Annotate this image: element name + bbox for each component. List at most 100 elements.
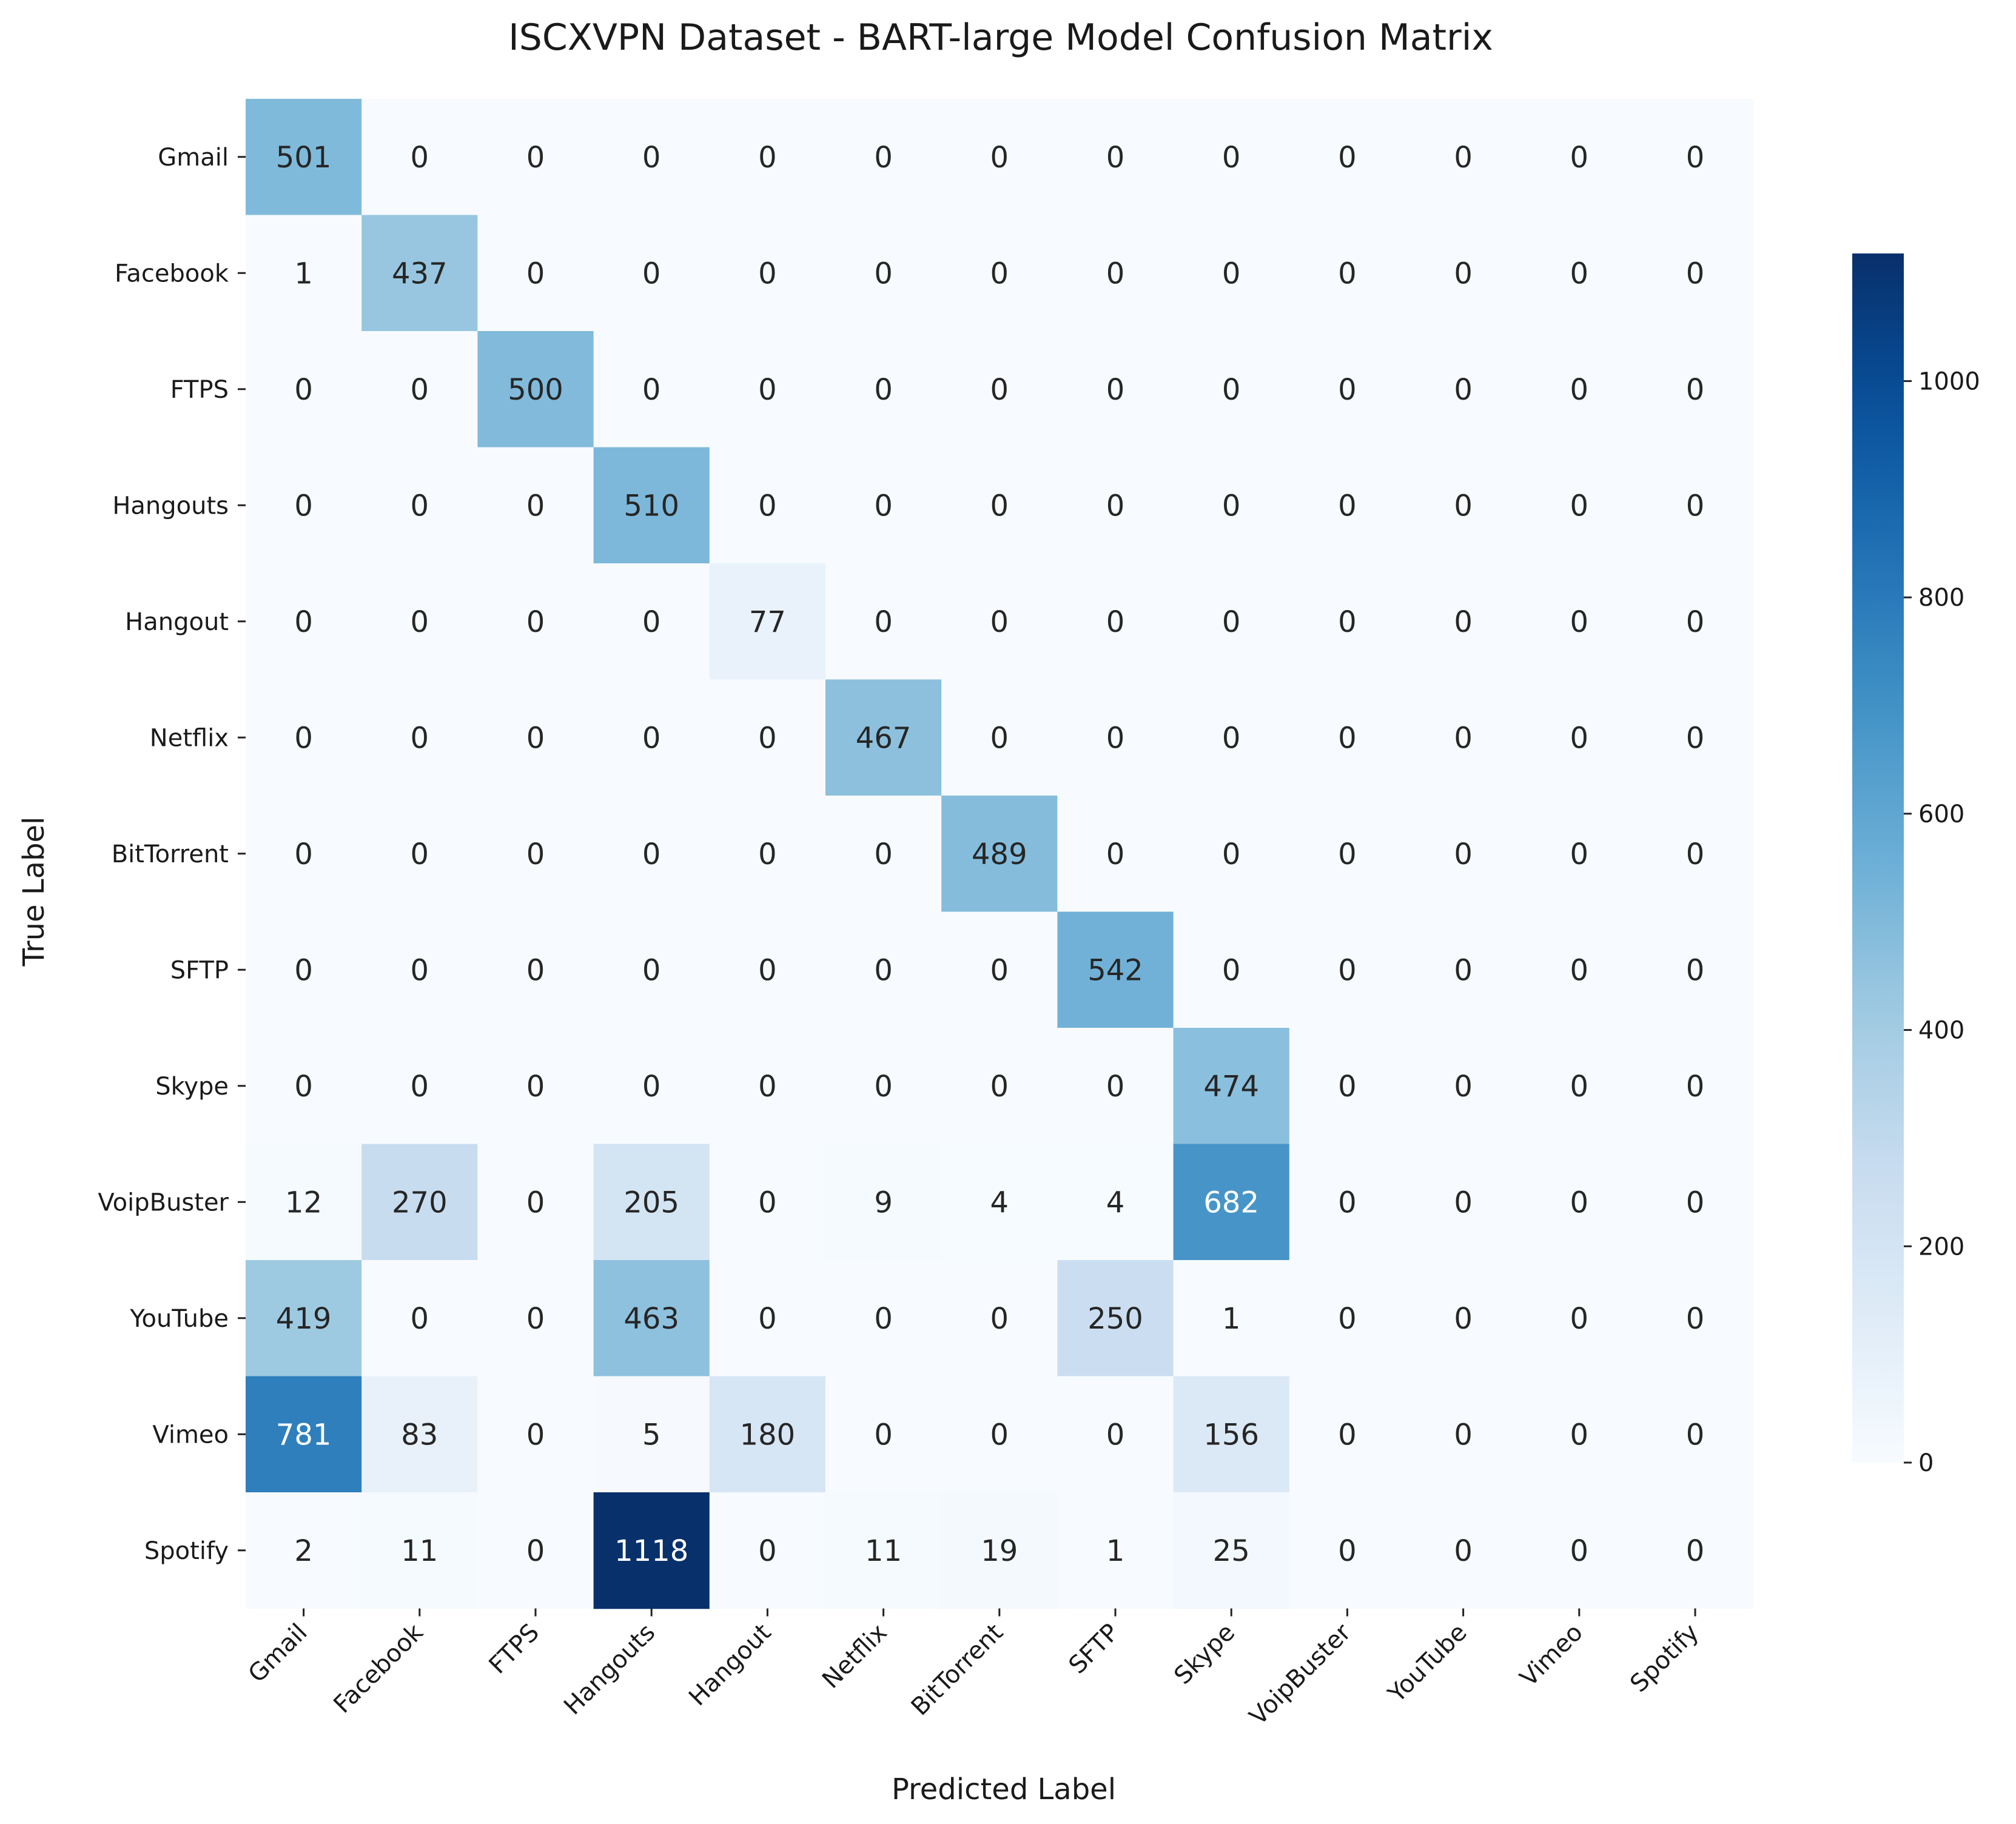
cell-value-label: 0 [1570,721,1589,755]
heatmap-cell [477,1144,594,1261]
y-tick-label: Vimeo [152,1421,229,1449]
heatmap-cell [941,563,1058,680]
heatmap-cell [1057,796,1174,913]
y-tick-label: VoipBuster [98,1189,229,1216]
heatmap-cell [709,447,826,564]
heatmap-cell [709,1492,826,1609]
cell-value-label: 0 [1338,1185,1357,1219]
heatmap-cell [1637,447,1754,564]
heatmap-cell [1057,99,1174,216]
cell-value-label: 0 [526,605,545,639]
cell-value-label: 0 [1686,373,1705,407]
y-tick-label: SFTP [170,956,229,984]
cell-value-label: 0 [294,489,313,523]
cell-value-label: 0 [642,141,661,175]
heatmap-cell [1521,447,1638,564]
heatmap-cell [1289,679,1406,796]
cell-value-label: 4 [990,1185,1009,1219]
cell-value-label: 0 [758,1070,777,1104]
heatmap-cell [246,99,362,216]
heatmap-cell [941,215,1058,332]
x-tick-label: SFTP [1063,1618,1124,1680]
heatmap-cell [1637,1144,1754,1261]
cell-value-label: 0 [1686,256,1705,290]
cell-value-label: 0 [526,1302,545,1336]
cell-value-label: 11 [401,1534,438,1568]
heatmap-cell [361,1376,479,1493]
heatmap-cell [361,1028,479,1145]
heatmap-cell [1637,1028,1754,1145]
cell-value-label: 0 [642,1070,661,1104]
heatmap-cell [825,215,942,332]
cell-value-label: 0 [990,373,1009,407]
cell-value-label: 77 [749,605,786,639]
heatmap-cell [1521,911,1638,1028]
heatmap-cell [1521,1144,1638,1261]
cell-value-label: 0 [1454,837,1473,871]
cell-value-label: 11 [865,1534,902,1568]
heatmap-cell [1289,1028,1406,1145]
y-axis-label: True Label [17,817,51,967]
y-tick-label: YouTube [129,1305,229,1333]
cell-value-label: 0 [294,605,313,639]
heatmap-cell [246,1492,362,1609]
cell-value-label: 0 [1570,1418,1589,1452]
heatmap-cell [593,1028,710,1145]
heatmap-cell [1289,911,1406,1028]
y-axis-ticks: Gmail Facebook FTPS Hangouts Hangout Netflix B… [98,144,246,1565]
heatmap-cell [1057,1376,1174,1493]
heatmap-cell [1637,331,1754,448]
heatmap-cell [593,99,710,216]
heatmap-cell [825,679,942,796]
heatmap-cell [709,331,826,448]
heatmap-cell [246,447,362,564]
cell-value-label: 0 [1570,373,1589,407]
cell-value-label: 4 [1106,1185,1125,1219]
heatmap-cell [246,911,362,1028]
heatmap-cell [825,796,942,913]
y-tick-label: Gmail [158,144,229,172]
cell-value-label: 0 [1686,489,1705,523]
heatmap-cell [1173,99,1290,216]
cell-value-label: 0 [1222,489,1241,523]
cell-value-label: 0 [1454,489,1473,523]
heatmap-cell [1405,911,1522,1028]
cell-value-label: 0 [526,141,545,175]
heatmap-cell [941,1028,1058,1145]
cell-value-label: 0 [1570,141,1589,175]
cell-value-label: 510 [623,489,679,523]
heatmap-cell [709,1028,826,1145]
cell-value-label: 0 [1222,141,1241,175]
cell-value-label: 0 [1338,489,1357,523]
heatmap-cell [1405,215,1522,332]
heatmap-cell [941,1376,1058,1493]
heatmap-cell [246,215,362,332]
cell-value-label: 0 [1222,373,1241,407]
heatmap-cell [593,1260,710,1377]
heatmap-cell [593,215,710,332]
cell-value-label: 0 [1686,1302,1705,1336]
cell-value-label: 0 [526,1418,545,1452]
cell-value-label: 1 [294,256,313,290]
heatmap-cell [1057,679,1174,796]
heatmap-cell [1637,1260,1754,1377]
heatmap-cell [1289,796,1406,913]
cell-value-label: 419 [276,1302,332,1336]
cell-value-label: 25 [1213,1534,1250,1568]
heatmap-cell [825,447,942,564]
cell-value-label: 0 [1454,1302,1473,1336]
colorbar-tick-label: 400 [1918,1017,1964,1045]
cell-value-label: 0 [1686,1185,1705,1219]
heatmap-cell [361,1260,479,1377]
cell-value-label: 0 [1222,721,1241,755]
heatmap-cell [361,796,479,913]
x-tick-label: BitTorrent [906,1618,1009,1721]
cell-value-label: 19 [981,1534,1018,1568]
heatmap-cell [1057,911,1174,1028]
heatmap-cell [1173,215,1290,332]
heatmap-cell [941,1144,1058,1261]
cell-value-label: 0 [411,373,429,407]
cell-value-label: 0 [294,837,313,871]
heatmap-cell [825,331,942,448]
